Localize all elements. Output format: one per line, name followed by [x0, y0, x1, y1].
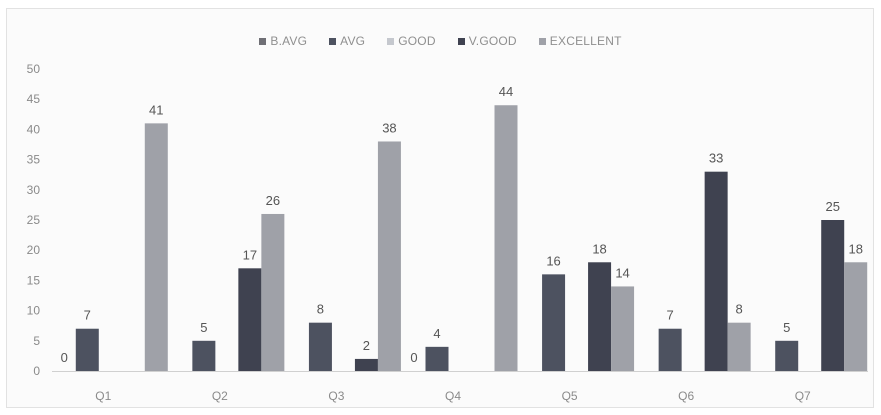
legend: B.AVG AVG GOOD V.GOOD EXCELLENT	[0, 34, 881, 48]
x-category-label: Q1	[95, 389, 111, 403]
data-label: 26	[266, 193, 280, 208]
data-label: 8	[317, 302, 324, 317]
x-category-label: Q7	[795, 389, 811, 403]
bar-q2-avg	[192, 340, 216, 371]
data-label: 5	[783, 320, 790, 335]
legend-item-excellent: EXCELLENT	[538, 34, 622, 48]
data-label: 44	[499, 84, 513, 99]
legend-item-avg: AVG	[329, 34, 365, 48]
data-label: 25	[825, 199, 839, 214]
y-tick-label: 20	[27, 243, 41, 257]
x-category-label: Q2	[212, 389, 228, 403]
legend-label: V.GOOD	[468, 34, 517, 48]
data-label: 4	[433, 326, 440, 341]
data-label: 0	[410, 350, 417, 365]
legend-label: B.AVG	[270, 34, 308, 48]
legend-swatch	[387, 37, 395, 45]
bar-q6-excellent	[727, 322, 751, 371]
bar-q1-avg	[75, 328, 99, 371]
bar-q3-v-good	[354, 358, 378, 371]
x-category-label: Q5	[562, 389, 578, 403]
bar-q2-v-good	[238, 268, 262, 371]
bar-q3-excellent	[377, 141, 401, 371]
data-label: 41	[149, 102, 163, 117]
legend-swatch	[259, 37, 267, 45]
data-label: 33	[709, 151, 723, 166]
y-tick-label: 15	[27, 273, 41, 287]
bar-q2-excellent	[261, 213, 285, 371]
legend-label: GOOD	[398, 34, 436, 48]
bar-q6-v-good	[704, 171, 728, 371]
x-category-label: Q6	[678, 389, 694, 403]
bar-q4-avg	[425, 346, 449, 371]
data-label: 18	[848, 241, 862, 256]
data-label: 7	[84, 308, 91, 323]
legend-swatch	[538, 37, 546, 45]
data-label: 5	[200, 320, 207, 335]
bar-q5-avg	[542, 274, 566, 371]
y-tick-label: 30	[27, 183, 41, 197]
x-category-label: Q3	[328, 389, 344, 403]
bar-q5-excellent	[611, 286, 635, 371]
y-tick-label: 40	[27, 122, 41, 136]
bar-q7-excellent	[844, 262, 868, 371]
y-tick-label: 35	[27, 153, 41, 167]
data-label: 2	[363, 338, 370, 353]
data-label: 17	[243, 247, 257, 262]
data-label: 18	[592, 241, 606, 256]
bar-q1-excellent	[144, 123, 168, 371]
legend-swatch	[457, 37, 465, 45]
y-tick-label: 45	[27, 92, 41, 106]
bar-q7-avg	[775, 340, 799, 371]
legend-label: EXCELLENT	[549, 34, 622, 48]
data-label: 16	[546, 253, 560, 268]
y-tick-label: 0	[33, 364, 40, 378]
bar-q6-avg	[658, 328, 682, 371]
data-label: 7	[667, 308, 674, 323]
legend-swatch	[329, 37, 337, 45]
y-tick-label: 10	[27, 304, 41, 318]
bar-q4-excellent	[494, 105, 518, 372]
bar-q7-v-good	[821, 220, 845, 371]
y-tick-label: 25	[27, 213, 41, 227]
data-label: 38	[382, 120, 396, 135]
x-category-label: Q4	[445, 389, 461, 403]
data-label: 14	[615, 265, 629, 280]
bar-q3-avg	[308, 322, 332, 371]
legend-item-v-good: V.GOOD	[457, 34, 517, 48]
bar-q5-v-good	[588, 262, 612, 371]
data-label: 0	[61, 350, 68, 365]
legend-item-b-avg: B.AVG	[259, 34, 307, 48]
legend-item-good: GOOD	[387, 34, 435, 48]
y-tick-label: 5	[33, 334, 40, 348]
legend-label: AVG	[340, 34, 366, 48]
y-tick-label: 50	[27, 62, 41, 76]
data-label: 8	[736, 302, 743, 317]
